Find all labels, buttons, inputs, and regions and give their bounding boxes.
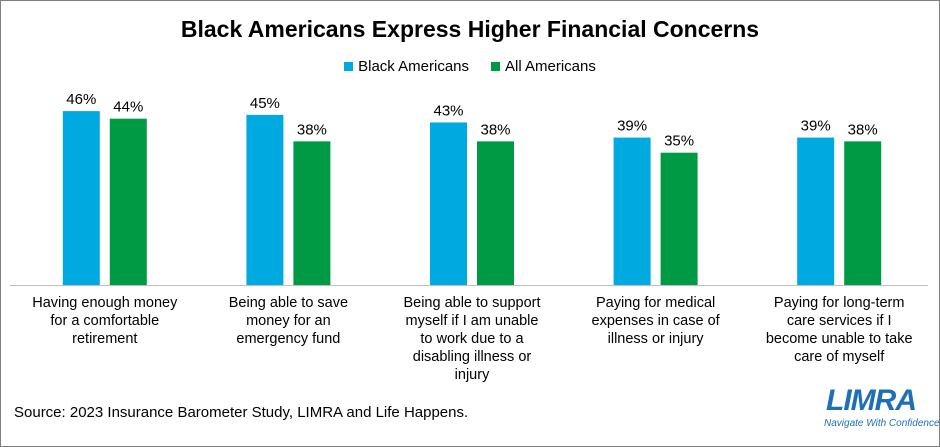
bar-black-americans-4 (797, 137, 835, 285)
category-label-line: become unable to take (765, 331, 913, 347)
data-label-black-americans-2: 43% (433, 102, 463, 119)
limra-logo: LIMRA Navigate With Confidence (814, 384, 940, 434)
category-label-line: Paying for long-term (773, 295, 905, 311)
category-label-line: illness or injury (607, 331, 704, 347)
legend-swatch-all-americans (491, 62, 500, 71)
bar-all-americans-3 (660, 152, 698, 285)
logo-tagline: Navigate With Confidence (824, 418, 940, 429)
chart-legend: Black Americans All Americans (0, 58, 940, 75)
data-label-black-americans-4: 39% (801, 118, 831, 135)
data-label-all-americans-1: 38% (297, 121, 327, 138)
category-label-line: care services if I (786, 313, 892, 329)
category-label-line: expenses in case of (591, 313, 720, 329)
legend-item-black-americans: Black Americans (344, 58, 469, 75)
legend-label-black-americans: Black Americans (358, 58, 469, 75)
category-label-2: Being able to support myself if I am unab… (387, 294, 557, 384)
data-label-black-americans-3: 39% (617, 118, 647, 135)
data-label-all-americans-4: 38% (848, 121, 878, 138)
bar-all-americans-1 (293, 141, 331, 285)
bar-all-americans-4 (844, 141, 882, 285)
bar-all-americans-0 (109, 118, 147, 286)
bar-all-americans-2 (477, 141, 514, 285)
bar-black-americans-1 (246, 114, 284, 286)
category-label-3: Paying for medical expenses in case of ill… (571, 294, 741, 348)
category-label-line: emergency fund (236, 331, 341, 347)
category-label-1: Being able to save money for an emergency … (203, 294, 373, 348)
category-label-line: to work due to a (420, 331, 524, 347)
category-label-line: Being able to save (228, 295, 349, 311)
data-label-all-americans-0: 44% (113, 99, 143, 116)
data-label-all-americans-3: 35% (664, 133, 694, 150)
chart-title: Black Americans Express Higher Financial… (180, 16, 760, 42)
data-label-all-americans-2: 38% (480, 121, 510, 138)
data-label-black-americans-1: 45% (250, 95, 280, 112)
source-note: Source: 2023 Insurance Barometer Study, … (14, 404, 469, 421)
category-label-line: injury (454, 367, 490, 383)
data-label-black-americans-0: 46% (66, 91, 96, 108)
category-label-line: disabling illness or (412, 349, 532, 365)
bar-black-americans-0 (62, 111, 100, 286)
legend-label-all-americans: All Americans (505, 58, 596, 75)
category-label-0: Having enough money for a comfortable reti… (20, 294, 190, 348)
bar-black-americans-2 (430, 122, 467, 286)
logo-wordmark: LIMRA (826, 384, 917, 417)
bar-black-americans-3 (613, 137, 651, 285)
category-label-line: Paying for medical (595, 295, 716, 311)
category-label-line: Being able to support (403, 295, 541, 311)
legend-item-all-americans: All Americans (491, 58, 596, 75)
category-label-line: money for an (246, 313, 331, 329)
category-label-line: care of myself (794, 349, 885, 365)
category-label-line: retirement (72, 331, 138, 347)
category-label-line: Having enough money (32, 295, 178, 311)
category-label-line: myself if I am unable (405, 313, 539, 329)
legend-swatch-black-americans (344, 62, 354, 71)
category-label-4: Paying for long-term care services if I be… (754, 294, 924, 366)
category-label-line: for a comfortable (50, 313, 160, 329)
